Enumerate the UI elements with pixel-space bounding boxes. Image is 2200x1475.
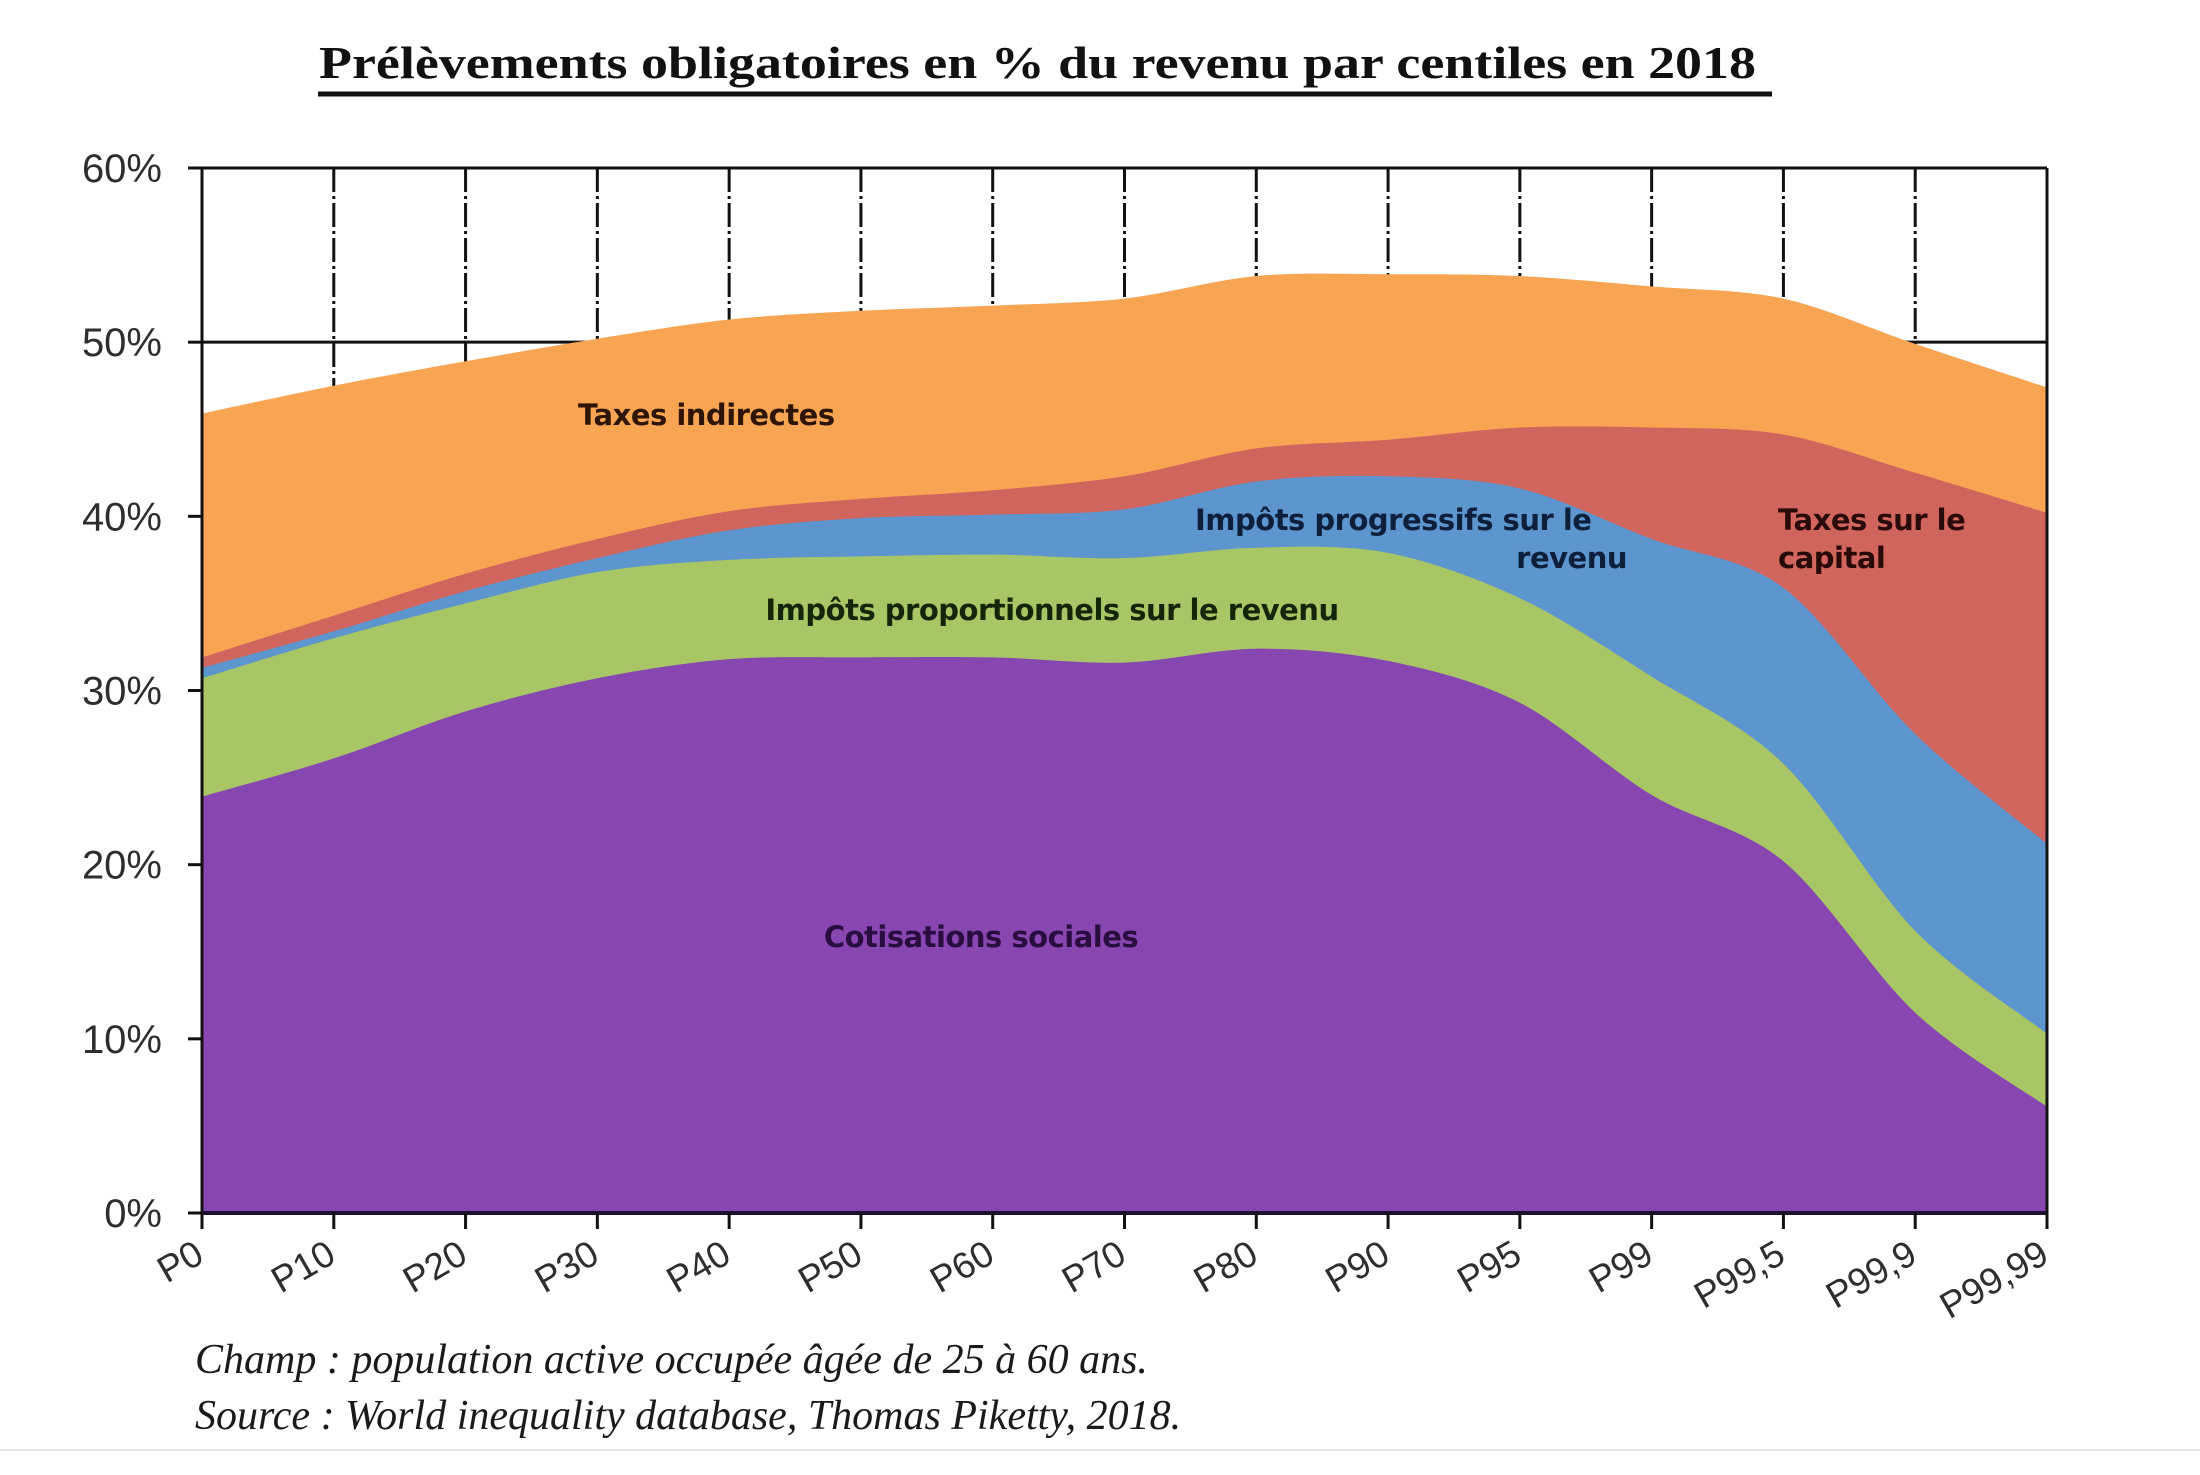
area-label: capital xyxy=(1778,541,1885,575)
area-layer xyxy=(202,273,2047,1214)
area-label: Taxes sur le xyxy=(1778,503,1965,537)
y-tick-label: 60% xyxy=(82,147,162,191)
area-label: revenu xyxy=(1516,541,1627,575)
y-tick-label: 10% xyxy=(82,1018,162,1062)
area-label: Impôts progressifs sur le xyxy=(1195,503,1591,537)
area-label: Cotisations sociales xyxy=(824,920,1138,954)
area-label: Impôts proportionnels sur le revenu xyxy=(765,593,1338,627)
y-tick-label: 30% xyxy=(82,670,162,714)
chart-title: Prélèvements obligatoires en % du revenu… xyxy=(319,37,1756,88)
y-tick-label: 0% xyxy=(104,1192,162,1236)
area-label: Taxes indirectes xyxy=(578,398,835,432)
y-tick-label: 40% xyxy=(82,495,162,539)
footer-source: Source : World inequality database, Thom… xyxy=(195,1393,1181,1439)
area-cotisations-sociales xyxy=(202,648,2047,1213)
axis-layer xyxy=(188,166,2049,1229)
area-label-layer: Cotisations sociales Impôts proportionnel… xyxy=(578,398,1966,954)
footer-champ: Champ : population active occupée âgée d… xyxy=(195,1337,1148,1383)
y-axis-tick-labels: 0% 10% 20% 30% 40% 50% 60% xyxy=(82,147,162,1236)
y-tick-label: 20% xyxy=(82,844,162,888)
y-tick-label: 50% xyxy=(82,321,162,365)
